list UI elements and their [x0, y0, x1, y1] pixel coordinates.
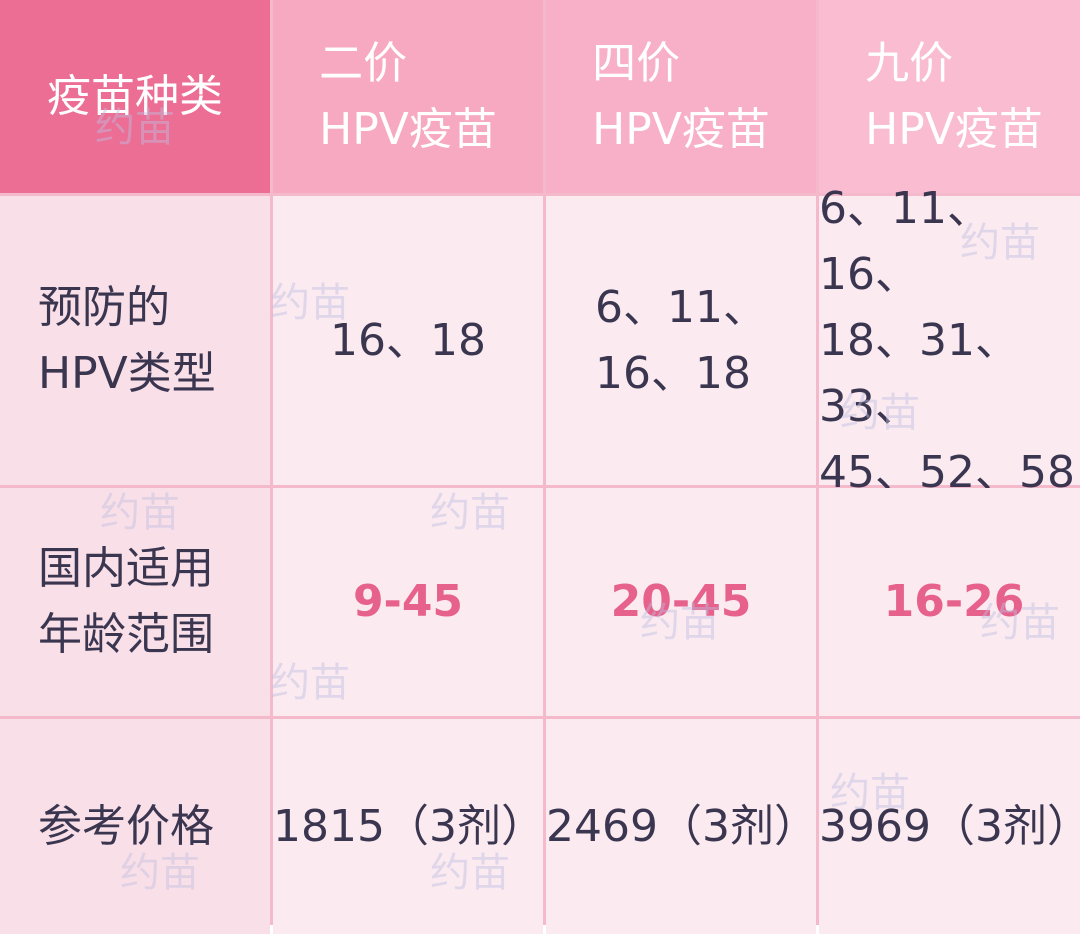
table-cell: 3969（3剂） [819, 719, 1080, 934]
table-cell: 1815（3剂） [273, 719, 545, 934]
table-cell: 9-45 [273, 488, 543, 716]
table-cell: 16、18 [273, 196, 543, 485]
header-cell: 九价 HPV疫苗 [819, 0, 1080, 193]
table-cell: 6、11、16、 18、31、33、 45、52、58 [819, 183, 1080, 498]
table-cell: 16-26 [819, 488, 1080, 716]
header-cell: 四价 HPV疫苗 [546, 0, 816, 193]
table-cell: 20-45 [546, 488, 816, 716]
table-cell: 6、11、 16、18 [546, 196, 816, 485]
header-cell: 疫苗种类 [0, 0, 270, 193]
row-label: 国内适用 年龄范围 [0, 488, 270, 716]
table-cell: 2469（3剂） [546, 719, 818, 934]
header-cell: 二价 HPV疫苗 [273, 0, 543, 193]
row-label: 参考价格 [0, 719, 270, 934]
row-label: 预防的 HPV类型 [0, 196, 270, 485]
